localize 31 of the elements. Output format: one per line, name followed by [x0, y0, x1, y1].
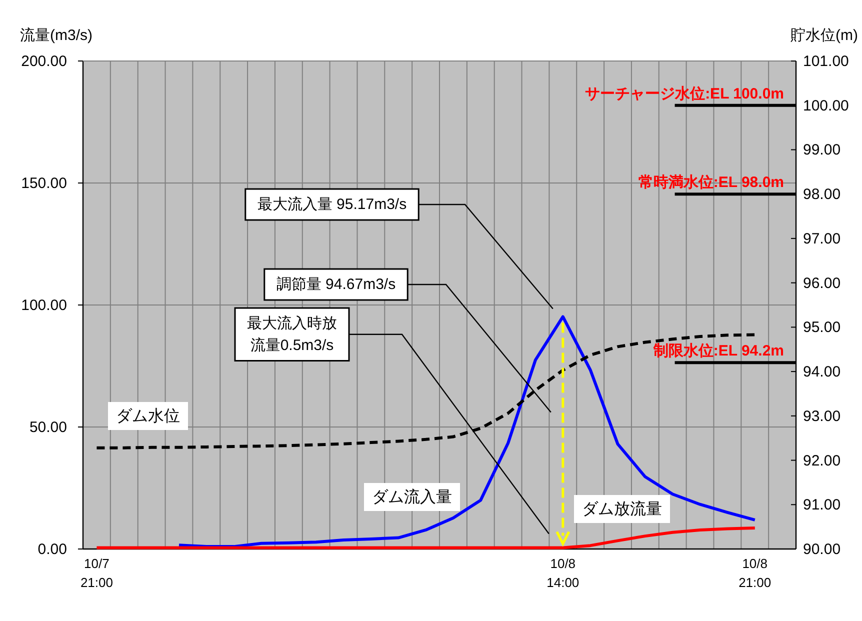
ref-line-label: 常時満水位:EL 98.0m	[638, 174, 784, 192]
y2-tick-label: 98.00	[803, 186, 841, 204]
series-label: ダム水位	[116, 407, 180, 425]
ref-line-label: 制限水位:EL 94.2m	[652, 342, 784, 360]
y2-tick-label: 99.00	[803, 142, 841, 159]
y-tick-label: 200.00	[21, 53, 67, 70]
y-tick-label: 50.00	[29, 419, 67, 436]
series-label: ダム放流量	[582, 500, 662, 518]
ref-line-label: サーチャージ水位:EL 100.0m	[585, 85, 784, 102]
series-label: ダム流入量	[372, 488, 452, 506]
annotation: 調節量 94.67m3/s	[276, 276, 396, 293]
y2-tick-label: 96.00	[803, 274, 841, 292]
y2-tick-label: 90.00	[803, 541, 841, 558]
y2-tick-label: 92.00	[803, 452, 841, 470]
y-tick-label: 0.00	[38, 541, 67, 558]
annotation: 最大流入時放流量0.5m3/s	[247, 315, 337, 354]
x-tick-label: 10/8 14:00	[546, 556, 580, 590]
y-tick-label: 150.00	[21, 175, 67, 192]
y2-tick-label: 100.00	[803, 97, 849, 114]
annotation: 最大流入量 95.17m3/s	[257, 196, 407, 213]
y-tick-label: 100.00	[21, 297, 67, 314]
y2-tick-label: 95.00	[803, 319, 841, 336]
y2-tick-label: 97.00	[803, 230, 841, 248]
y2-tick-label: 93.00	[803, 408, 841, 425]
y2-axis-title: 貯水位(m)	[790, 27, 858, 44]
y2-tick-label: 91.00	[803, 496, 841, 514]
y-axis-title: 流量(m3/s)	[20, 27, 92, 44]
x-tick-label: 10/7 21:00	[80, 556, 113, 590]
y2-tick-label: 101.00	[803, 53, 849, 70]
y2-tick-label: 94.00	[803, 364, 841, 381]
x-tick-label: 10/8 21:00	[738, 556, 772, 590]
